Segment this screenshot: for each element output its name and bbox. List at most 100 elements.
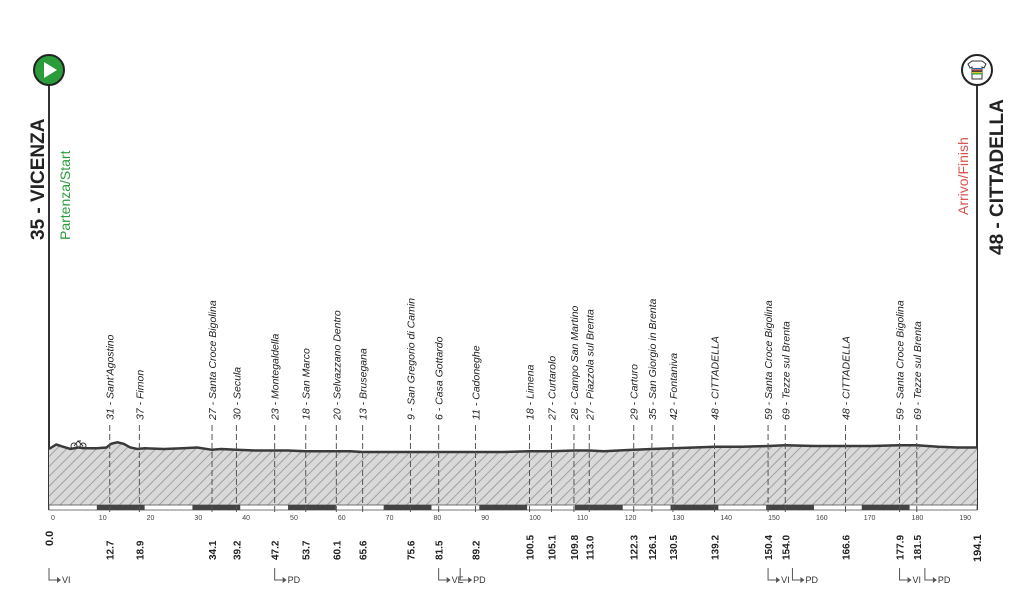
waypoint-distance-label: 113.0 (585, 535, 596, 560)
x-tick-label: 90 (481, 515, 489, 522)
waypoint: 69 - Tezze sul Brenta 181.5 (912, 321, 924, 560)
start-distance-label: 0.0 (44, 531, 56, 546)
waypoint-label: 35 - San Giorgio in Brenta (647, 298, 659, 420)
waypoint: 13 - Brusegana 65.6 (358, 348, 370, 560)
waypoint: 30 - Secula 39.2 (231, 367, 243, 560)
province-label: VI (781, 575, 790, 585)
scale-segment (383, 505, 432, 510)
waypoint-label: 18 - Limena (524, 364, 536, 420)
province-label: VE (452, 575, 464, 585)
waypoint-label: 59 - Santa Croce Bigolina (763, 300, 775, 420)
finish-marker: 48 - CITTADELLA Arrivo/Finish (955, 54, 1008, 510)
province-label: PD (938, 575, 951, 585)
waypoint-distance-label: 154.0 (781, 535, 792, 560)
elevation-profile (48, 441, 977, 505)
waypoint-distance-label: 89.2 (471, 540, 482, 560)
province-markers: VI PD VE PD VI PD VI PD (48, 568, 951, 585)
waypoint-distance-label: 105.1 (547, 535, 558, 560)
profile-area (49, 442, 977, 455)
waypoint-label: 27 - Piazzola sul Brenta (584, 309, 596, 421)
waypoint-label: 6 - Casa Gottardo (434, 336, 446, 420)
waypoint-label: 11 - Cadoneghe (470, 345, 482, 420)
scale-segment (288, 505, 336, 510)
x-tick-label: 100 (529, 515, 541, 522)
start-marker: 35 - VICENZA Partenza/Start (28, 54, 73, 510)
waypoint-distance-label: 81.5 (435, 540, 446, 560)
waypoint-distance-label: 150.4 (764, 535, 775, 560)
waypoint-distance-label: 47.2 (271, 540, 282, 560)
waypoint: 48 - CITTADELLA 139.2 (710, 336, 722, 560)
finish-distance-label: 194.1 (972, 534, 984, 562)
waypoint: 27 - Piazzola sul Brenta 113.0 (584, 309, 596, 560)
waypoint-distance-label: 34.1 (208, 540, 219, 560)
x-tick-label: 190 (959, 515, 971, 522)
x-tick-label: 180 (912, 515, 924, 522)
waypoint: 6 - Casa Gottardo 81.5 (434, 336, 446, 560)
start-caption: Partenza/Start (57, 150, 73, 240)
x-tick-label: 0 (51, 515, 55, 522)
x-tick-label: 30 (194, 515, 202, 522)
x-tick-label: 60 (338, 515, 346, 522)
x-tick-label: 40 (242, 515, 250, 522)
waypoint: 18 - Limena 100.5 (524, 364, 536, 560)
x-tick-label: 160 (816, 515, 828, 522)
waypoint-distance-label: 130.5 (669, 535, 680, 560)
waypoint: 42 - Fontaniva 130.5 (668, 353, 680, 560)
waypoint-distance-label: 65.6 (359, 540, 370, 560)
waypoint-label: 18 - San Marco (301, 348, 313, 420)
province-marker: VE (438, 568, 464, 585)
waypoint: 48 - CITTADELLA 166.6 (841, 336, 853, 560)
waypoint-distance-label: 39.2 (232, 540, 243, 560)
finish-elevation-label: 48 - CITTADELLA (987, 99, 1008, 255)
waypoint: 18 - San Marco 53.7 (301, 348, 313, 560)
x-tick-label: 130 (673, 515, 685, 522)
scale-segment (670, 505, 719, 510)
profile-base (49, 455, 977, 505)
province-label: VI (913, 575, 922, 585)
waypoint: 27 - Curtarolo 105.1 (546, 356, 558, 560)
waypoint-label: 27 - Curtarolo (546, 356, 558, 421)
waypoint: 35 - San Giorgio in Brenta 126.1 (647, 298, 659, 560)
x-tick-label: 20 (147, 515, 155, 522)
waypoint-label: 27 - Santa Croce Bigolina (207, 300, 219, 421)
x-tick-label: 170 (864, 515, 876, 522)
waypoint-distance-label: 177.9 (896, 535, 907, 560)
waypoint-label: 59 - Santa Croce Bigolina (895, 300, 907, 420)
waypoint-distance-label: 100.5 (525, 535, 536, 560)
x-tick-label: 10 (99, 515, 107, 522)
waypoint: 28 - Campo San Martino 109.8 (569, 305, 581, 560)
waypoint-label: 69 - Tezze sul Brenta (780, 321, 792, 420)
province-label: PD (288, 575, 301, 585)
play-triangle-icon (44, 62, 57, 78)
waypoint-label: 31 - Sant'Agostino (105, 334, 117, 420)
waypoint: 37 - Fimon 18.9 (134, 370, 146, 560)
waypoint-label: 28 - Campo San Martino (569, 305, 581, 421)
waypoint: 23 - Montegaldella 47.2 (270, 333, 282, 560)
waypoint-distance-label: 139.2 (711, 535, 722, 560)
waypoint-label: 13 - Brusegana (358, 348, 370, 420)
x-tick-label: 70 (386, 515, 394, 522)
waypoint-distance-label: 18.9 (135, 540, 146, 560)
scale-segment (766, 505, 814, 510)
waypoint: 11 - Cadoneghe 89.2 (470, 345, 482, 560)
waypoint: 31 - Sant'Agostino 12.7 (105, 334, 117, 560)
waypoint-label: 48 - CITTADELLA (710, 336, 722, 420)
waypoint-label: 69 - Tezze sul Brenta (912, 321, 924, 420)
x-tick-label: 150 (768, 515, 780, 522)
province-marker: PD (459, 568, 486, 585)
waypoint-distance-label: 126.1 (648, 535, 659, 560)
waypoint-label: 29 - Carturo (629, 364, 641, 421)
x-tick-label: 140 (720, 515, 732, 522)
start-elevation-label: 35 - VICENZA (28, 118, 49, 240)
waypoints: 31 - Sant'Agostino 12.7 37 - Fimon 18.9 27 -… (105, 298, 924, 560)
waypoint-label: 30 - Secula (231, 367, 243, 420)
waypoint-distance-label: 181.5 (913, 535, 924, 560)
scale-segment (96, 505, 145, 510)
scale-segment (479, 505, 528, 510)
waypoint-label: 37 - Fimon (134, 370, 146, 420)
waypoint: 29 - Carturo 122.3 (629, 364, 641, 560)
waypoint-distance-label: 122.3 (630, 535, 641, 560)
waypoint: 69 - Tezze sul Brenta 154.0 (780, 321, 792, 560)
province-marker: VI (48, 568, 71, 585)
